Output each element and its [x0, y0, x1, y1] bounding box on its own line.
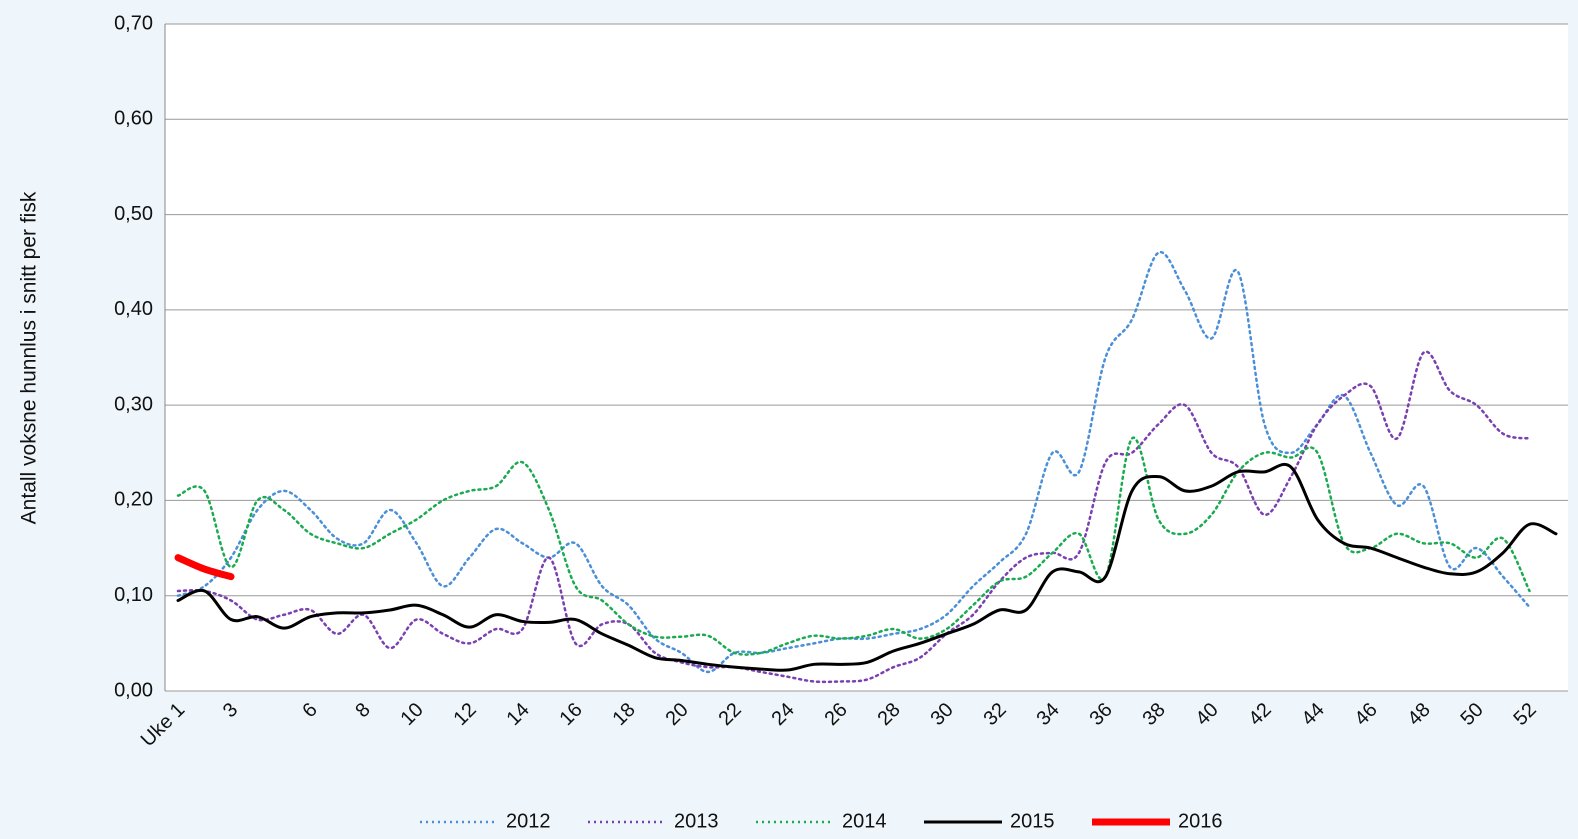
legend-label: 2016 [1178, 810, 1223, 832]
series-line [176, 251, 1531, 674]
y-tick-label: 0,50 [114, 203, 153, 225]
series-line [176, 436, 1531, 656]
plot-area [165, 24, 1568, 691]
legend-label: 2013 [674, 810, 719, 832]
series-line [176, 350, 1531, 684]
legend-label: 2015 [1010, 810, 1055, 832]
y-tick-label: 0,00 [114, 679, 153, 701]
legend-label: 2014 [842, 810, 887, 832]
series-line [176, 462, 1558, 672]
series-line [174, 554, 235, 581]
y-tick-label: 0,30 [114, 393, 153, 415]
y-tick-label: 0,10 [114, 584, 153, 606]
y-tick-label: 0,60 [114, 108, 153, 130]
y-tick-label: 0,70 [114, 12, 153, 34]
legend-label: 2012 [506, 810, 551, 832]
y-axis-label: Antall voksne hunnlus i snitt per fisk [18, 191, 41, 524]
y-tick-label: 0,20 [114, 489, 153, 511]
y-tick-label: 0,40 [114, 298, 153, 320]
